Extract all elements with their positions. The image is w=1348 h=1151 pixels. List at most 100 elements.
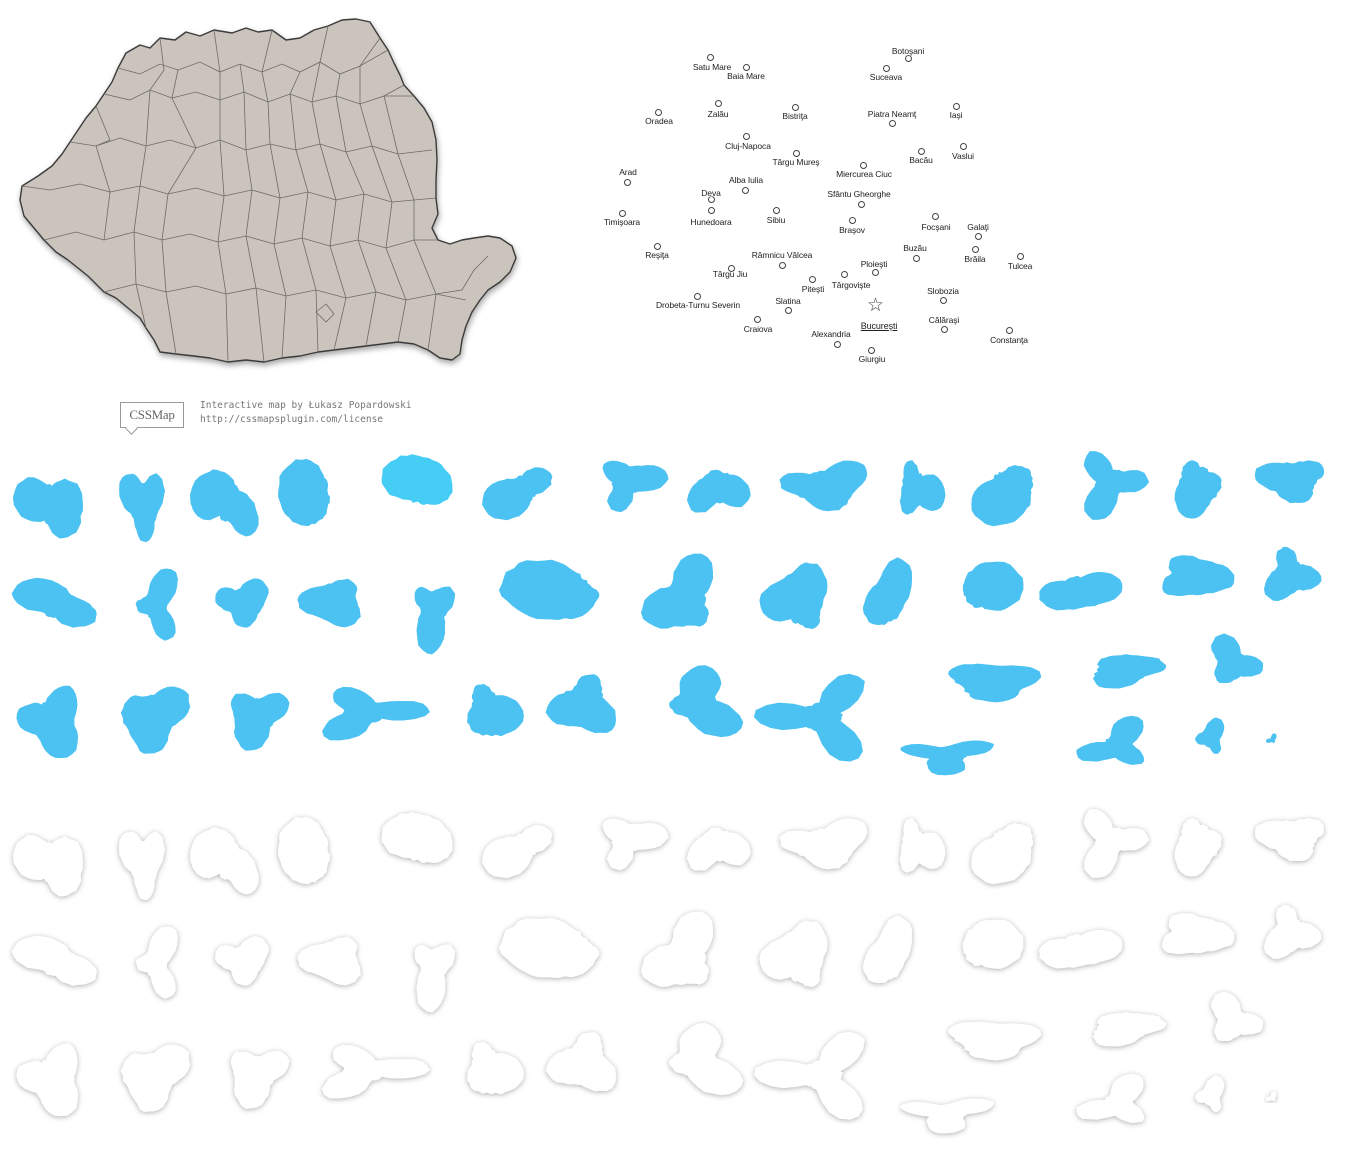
county-shape-blue	[381, 454, 453, 505]
city-dot-icon	[883, 65, 890, 72]
city-label: Suceava	[869, 72, 903, 82]
credit-author: Interactive map by Łukasz Popardowski	[200, 400, 412, 411]
county-borders	[21, 25, 489, 363]
city-dot-icon	[708, 207, 715, 214]
city-dot-icon	[708, 196, 715, 203]
county-shape-blue	[12, 477, 83, 539]
county-shape-white	[687, 827, 751, 871]
city-dot-icon	[1006, 327, 1013, 334]
city-label: Târgu Mureş	[772, 157, 820, 167]
county-shape-white	[120, 1044, 191, 1112]
county-shape-white	[900, 1098, 995, 1134]
city-dot-icon	[785, 307, 792, 314]
city-dot-icon	[773, 207, 780, 214]
city-dot-icon	[779, 262, 786, 269]
county-shape-white	[1039, 929, 1123, 969]
city-label: Bucureşti	[860, 321, 898, 331]
county-shape-blue	[948, 663, 1042, 703]
city-dot-icon	[953, 103, 960, 110]
city-dot-icon	[715, 100, 722, 107]
city-label: Cluj-Napoca	[725, 141, 771, 151]
city-label: Iaşi	[949, 110, 963, 120]
city-dot-icon	[793, 150, 800, 157]
city-map: Botoşani Satu Mare Baia Mare Suceava Oradea Z…	[590, 40, 1050, 370]
city-label: Ploieşti	[860, 259, 888, 269]
county-shape-white	[1264, 904, 1322, 960]
county-shape-blue	[1195, 717, 1225, 754]
city-label: Alba Iulia	[729, 175, 763, 185]
county-shape-blue	[1266, 733, 1277, 743]
county-shape-white	[297, 936, 361, 986]
romania-outline[interactable]	[19, 18, 517, 363]
white-county-shapes	[11, 809, 1325, 1134]
city-label: Craiova	[743, 324, 773, 334]
county-shape-white	[862, 915, 912, 984]
county-shape-white	[482, 825, 553, 879]
county-shape-white	[1092, 1012, 1167, 1047]
county-shape-white	[322, 1044, 430, 1099]
city-dot-icon	[809, 276, 816, 283]
city-dot-icon	[743, 133, 750, 140]
county-shape-white	[669, 1023, 744, 1096]
city-label: Vaslui	[952, 151, 974, 161]
county-shape-blue	[482, 467, 553, 521]
county-shape-white	[16, 1043, 79, 1117]
county-shape-blue	[779, 460, 868, 512]
county-shape-blue	[322, 686, 430, 741]
city-dot-icon	[889, 120, 896, 127]
county-shape-blue	[759, 562, 828, 630]
cssmap-logo[interactable]: CSSMap	[120, 402, 184, 428]
county-shape-blue	[899, 460, 946, 515]
city-dot-icon	[655, 109, 662, 116]
county-shape-white	[1083, 809, 1150, 878]
city-label: Buzău	[903, 243, 927, 253]
city-label: Focşani	[921, 222, 951, 232]
city-label: Călăraşi	[928, 315, 960, 325]
county-shape-blue	[498, 559, 600, 620]
city-label: Braşov	[839, 225, 865, 235]
county-shape-blue	[1083, 451, 1150, 520]
county-shape-blue	[687, 469, 751, 513]
city-label: Bistriţa	[782, 111, 808, 121]
county-shape-white	[467, 1042, 524, 1095]
city-label: Galaţi	[967, 222, 989, 232]
county-shape-white	[899, 818, 946, 873]
county-shape-blue	[1264, 546, 1322, 602]
county-shape-white	[1254, 818, 1325, 862]
county-shape-blue	[962, 561, 1024, 611]
county-shape-blue	[602, 460, 669, 513]
city-dot-icon	[742, 187, 749, 194]
county-shape-white	[230, 1050, 290, 1109]
city-dot-icon	[619, 210, 626, 217]
city-dot-icon	[941, 326, 948, 333]
county-shape-blue	[971, 465, 1034, 527]
capital-star-icon: ☆	[867, 294, 885, 316]
county-shape-blue	[545, 674, 617, 734]
city-label: Sfântu Gheorghe	[827, 189, 891, 199]
county-shape-white	[1162, 913, 1235, 955]
city-dot-icon	[960, 143, 967, 150]
city-dot-icon	[841, 271, 848, 278]
city-label: Botoşani	[891, 46, 925, 56]
county-shape-white	[498, 917, 600, 978]
county-shape-white	[278, 816, 331, 885]
county-shape-blue	[669, 665, 744, 738]
city-label: Arad	[619, 167, 637, 177]
county-shape-blue	[16, 685, 79, 759]
city-dot-icon	[743, 64, 750, 71]
city-label: Târgu Jiu	[712, 269, 748, 279]
county-shape-white	[12, 835, 83, 897]
county-shape-blue	[414, 586, 456, 655]
county-shape-white	[190, 827, 259, 895]
credit-license-link[interactable]: http://cssmapsplugin.com/license	[200, 414, 384, 425]
city-label: Piatra Neamţ	[867, 109, 917, 119]
county-shape-blue	[1211, 633, 1264, 683]
county-shape-white	[135, 926, 178, 999]
city-label: Brăila	[964, 254, 986, 264]
county-shape-white	[948, 1021, 1042, 1061]
county-shape-white	[119, 831, 165, 901]
county-shape-white	[602, 818, 669, 871]
city-dot-icon	[754, 316, 761, 323]
city-label: Slobozia	[927, 286, 959, 296]
city-dot-icon	[624, 179, 631, 186]
